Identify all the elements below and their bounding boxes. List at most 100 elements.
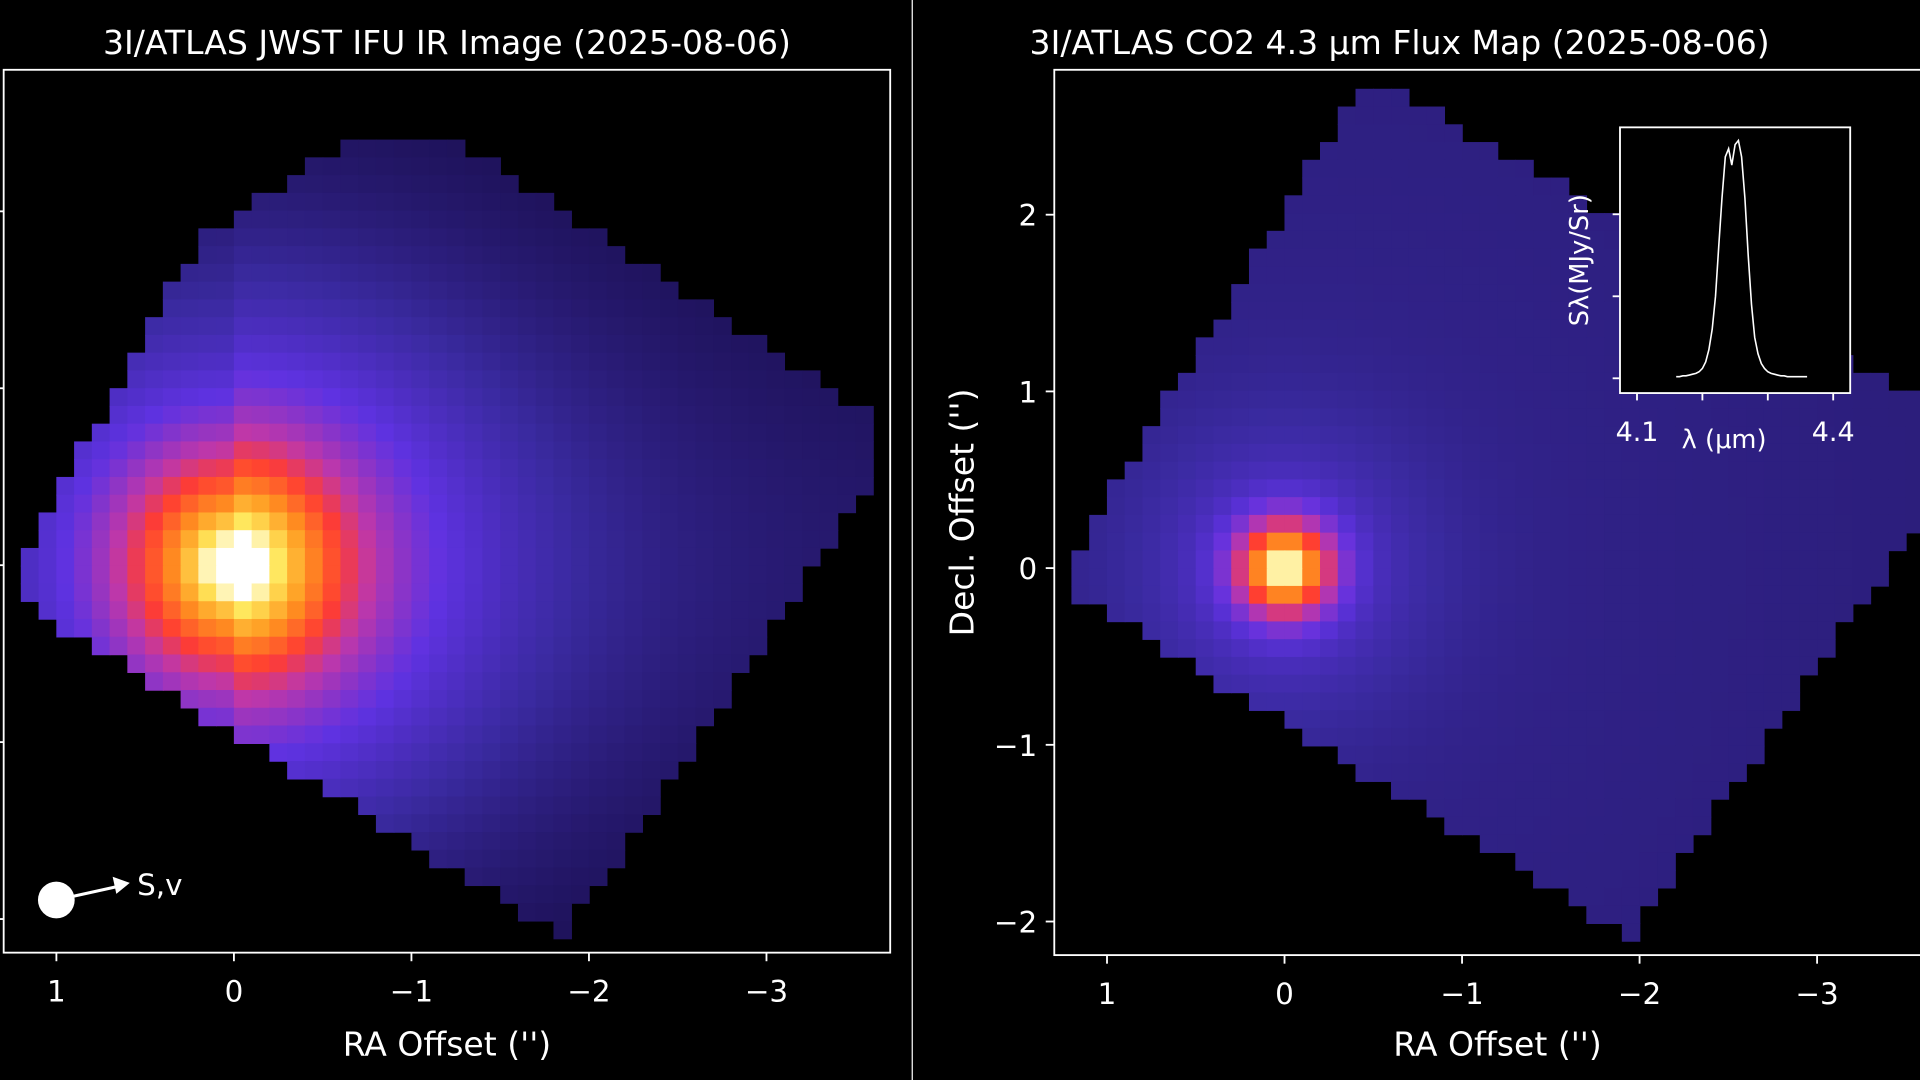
inset-x-tick-label: 4.4	[1812, 417, 1855, 448]
heatmap-cell	[677, 618, 697, 638]
heatmap-cell	[1781, 443, 1801, 463]
heatmap-cell	[198, 636, 217, 656]
heatmap-cell	[1177, 443, 1197, 463]
heatmap-cell	[74, 494, 93, 514]
heatmap-cell	[1586, 514, 1605, 534]
heatmap-cell	[1248, 621, 1268, 640]
heatmap-cell	[553, 263, 572, 283]
heatmap-cell	[482, 157, 501, 176]
heatmap-cell	[1266, 674, 1286, 694]
heatmap-cell	[1639, 692, 1659, 711]
heatmap-cell	[322, 175, 342, 194]
heatmap-cell	[145, 317, 164, 336]
heatmap-cell	[1284, 284, 1303, 303]
heatmap-cell	[500, 725, 519, 744]
heatmap-cell	[1657, 426, 1676, 445]
heatmap-cell	[180, 388, 200, 407]
heatmap-cell	[375, 246, 395, 265]
heatmap-cell	[1373, 745, 1392, 765]
heatmap-cell	[1320, 355, 1339, 374]
heatmap-cell	[233, 654, 253, 673]
heatmap-cell	[802, 441, 821, 460]
heatmap-cell	[1497, 479, 1517, 498]
heatmap-cell	[1408, 319, 1428, 339]
heatmap-cell	[375, 334, 395, 354]
heatmap-cell	[411, 707, 430, 727]
heatmap-cell	[340, 618, 359, 638]
heatmap-cell	[766, 583, 786, 602]
heatmap-cell	[109, 476, 129, 496]
heatmap-cell	[1337, 692, 1357, 711]
heatmap-cell	[1550, 550, 1570, 569]
heatmap-cell	[1834, 408, 1854, 427]
heatmap-cell	[1373, 213, 1392, 232]
heatmap-cell	[1781, 550, 1801, 569]
heatmap-cell	[429, 636, 448, 656]
heatmap-cell	[517, 796, 537, 816]
heatmap-cell	[358, 299, 377, 318]
heatmap-cell	[1568, 585, 1588, 605]
heatmap-cell	[1160, 621, 1179, 640]
heatmap-cell	[1657, 390, 1676, 410]
chart-title: 3I/ATLAS JWST IFU IR Image (2025-08-06)	[103, 23, 791, 62]
heatmap-cell	[1604, 692, 1623, 711]
heatmap-cell	[1746, 550, 1765, 569]
heatmap-cell	[1799, 408, 1818, 427]
heatmap-cell	[1888, 461, 1907, 481]
heatmap-cell	[535, 814, 555, 833]
heatmap-cell	[91, 601, 111, 620]
heatmap-cell	[1550, 532, 1570, 552]
heatmap-cell	[162, 334, 182, 354]
heatmap-cell	[1373, 568, 1392, 587]
heatmap-cell	[1586, 284, 1605, 303]
heatmap-cell	[1391, 585, 1410, 605]
heatmap-cell	[340, 636, 359, 656]
heatmap-cell	[304, 157, 324, 176]
heatmap-cell	[1870, 497, 1889, 516]
heatmap-cell	[1408, 497, 1428, 516]
heatmap-cell	[1586, 213, 1605, 232]
heatmap-cell	[358, 334, 377, 354]
heatmap-cell	[1834, 532, 1854, 552]
heatmap-cell	[464, 583, 484, 602]
heatmap-cell	[393, 618, 413, 638]
heatmap-cell	[1266, 337, 1286, 356]
heatmap-cell	[1177, 550, 1197, 569]
heatmap-cell	[553, 832, 572, 851]
heatmap-cell	[1373, 248, 1392, 268]
heatmap-cell	[1675, 514, 1694, 534]
heatmap-cell	[233, 707, 253, 727]
heatmap-cell	[1337, 142, 1357, 161]
heatmap-cell	[1284, 355, 1303, 374]
heatmap-cell	[1870, 479, 1889, 498]
heatmap-cell	[1444, 408, 1463, 427]
heatmap-cell	[1870, 443, 1889, 463]
heatmap-cell	[287, 707, 306, 727]
heatmap-cell	[162, 494, 182, 514]
heatmap-cell	[1515, 355, 1534, 374]
heatmap-cell	[446, 618, 466, 638]
heatmap-cell	[1781, 390, 1801, 410]
heatmap-cell	[1444, 142, 1463, 161]
heatmap-cell	[393, 423, 413, 443]
heatmap-cell	[322, 317, 342, 336]
heatmap-cell	[588, 743, 608, 762]
heatmap-cell	[500, 370, 519, 389]
heatmap-cell	[393, 405, 413, 425]
heatmap-cell	[429, 778, 448, 798]
heatmap-cell	[517, 867, 537, 887]
heatmap-cell	[855, 459, 874, 478]
heatmap-cell	[1550, 674, 1570, 694]
heatmap-cell	[393, 494, 413, 514]
heatmap-cell	[535, 281, 555, 301]
heatmap-cell	[1408, 372, 1428, 392]
heatmap-cell	[233, 388, 253, 407]
heatmap-cell	[1142, 497, 1161, 516]
heatmap-cell	[1302, 177, 1321, 197]
heatmap-cell	[1675, 692, 1694, 711]
heatmap-cell	[1160, 497, 1179, 516]
heatmap-cell	[198, 441, 217, 460]
heatmap-cell	[713, 672, 732, 691]
heatmap-cell	[1604, 834, 1623, 853]
heatmap-cell	[1231, 656, 1250, 676]
